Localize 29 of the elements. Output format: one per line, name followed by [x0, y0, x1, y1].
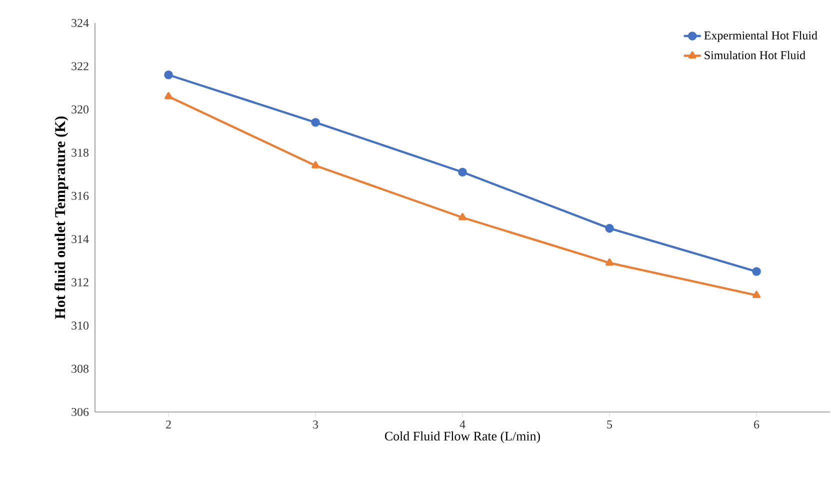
point: [311, 118, 320, 127]
point: [458, 213, 466, 220]
y-tick-label: 318: [72, 148, 89, 157]
y-axis-title: Hot fluid outlet Temprature (K): [54, 116, 68, 319]
point: [312, 161, 320, 168]
legend-label: Expermiental Hot Fluid: [704, 31, 818, 42]
x-tick-label: 2: [166, 420, 171, 428]
point: [752, 290, 760, 298]
x-tick-label: 6: [754, 420, 760, 429]
x-tick-label: 3: [313, 420, 318, 429]
y-tick-label: 308: [72, 364, 89, 373]
point: [605, 224, 614, 233]
x-tick-label: 5: [607, 420, 612, 428]
y-tick-label: 324: [72, 18, 89, 28]
point: [606, 258, 614, 266]
y-tick-label: 314: [72, 235, 89, 244]
legend-label: Simulation Hot Fluid: [704, 50, 806, 60]
point: [164, 92, 172, 100]
y-tick-label: 306: [72, 408, 89, 416]
x-tick-label: 4: [460, 420, 466, 428]
point: [458, 168, 467, 177]
x-axis-title: Cold Fluid Flow Rate (L/min): [384, 431, 540, 444]
y-tick-label: 316: [72, 192, 89, 200]
y-tick-label: 322: [72, 62, 88, 70]
y-tick-label: 320: [72, 105, 89, 114]
y-tick-label: 310: [72, 322, 89, 330]
y-tick-label: 312: [72, 278, 88, 286]
point: [752, 267, 761, 276]
point: [164, 70, 173, 80]
